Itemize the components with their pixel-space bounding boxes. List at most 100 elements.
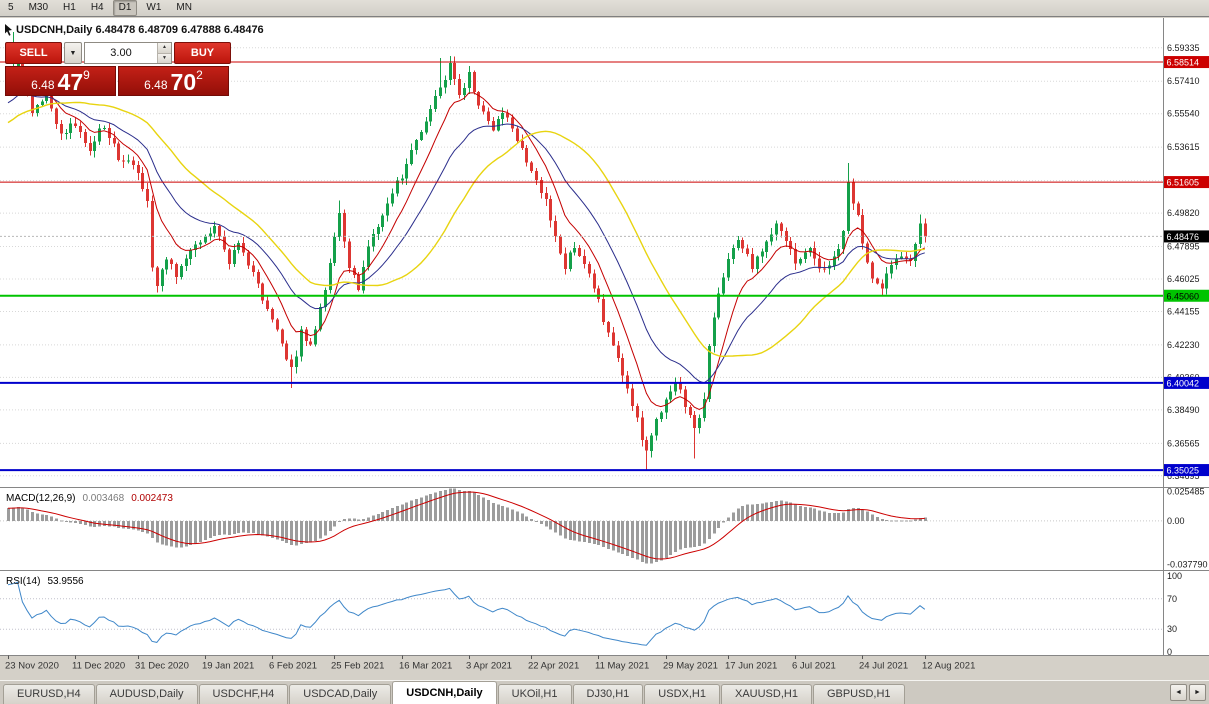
tab-dj30-h1[interactable]: DJ30,H1 xyxy=(572,684,644,704)
one-click-trading-panel: SELL ▼ 3.00 ▲ ▼ BUY 6.48 47 9 6.48 70 2 xyxy=(5,42,231,96)
svg-text:16 Mar 2021: 16 Mar 2021 xyxy=(399,661,452,672)
svg-text:6.51605: 6.51605 xyxy=(1167,178,1200,188)
price-chart-canvas[interactable]: 6.593356.574106.555406.536156.516906.498… xyxy=(0,18,1209,678)
sell-price-point: 9 xyxy=(83,68,90,82)
tab-gbpusd-h1[interactable]: GBPUSD,H1 xyxy=(812,684,905,704)
rsi-line xyxy=(7,581,926,646)
timeframe-button-h4[interactable]: H4 xyxy=(90,2,104,13)
macd-value-signal: 0.002473 xyxy=(131,493,173,504)
chart-tabs-bar: EURUSD,H4 AUDUSD,Daily USDCHF,H4 USDCAD,Dai… xyxy=(0,680,1209,704)
svg-text:24 Jul 2021: 24 Jul 2021 xyxy=(859,661,908,672)
svg-text:100: 100 xyxy=(1167,571,1182,581)
timeframe-button-h1[interactable]: H1 xyxy=(63,2,76,13)
moving-average-9 xyxy=(7,76,926,410)
svg-text:6.42230: 6.42230 xyxy=(1167,340,1200,350)
macd-value-main: 0.003468 xyxy=(82,493,124,504)
macd-signal-line xyxy=(7,491,925,560)
sell-price-display[interactable]: 6.48 47 9 xyxy=(5,66,116,96)
tabs-scroll-right-button[interactable]: ► xyxy=(1189,684,1206,701)
svg-text:29 May 2021: 29 May 2021 xyxy=(663,661,718,672)
tab-audusd-daily[interactable]: AUDUSD,Daily xyxy=(95,684,198,704)
svg-text:31 Dec 2020: 31 Dec 2020 xyxy=(135,661,189,672)
svg-text:22 Apr 2021: 22 Apr 2021 xyxy=(528,661,579,672)
svg-text:0.025485: 0.025485 xyxy=(1167,486,1205,496)
svg-text:12 Aug 2021: 12 Aug 2021 xyxy=(922,661,975,672)
moving-average-34 xyxy=(7,101,925,358)
buy-price-point: 2 xyxy=(196,68,203,82)
tab-eurusd-h4[interactable]: EURUSD,H4 xyxy=(3,684,95,704)
axis-layer: 6.593356.574106.555406.536156.516906.498… xyxy=(0,18,1209,672)
svg-text:6.58514: 6.58514 xyxy=(1167,58,1200,68)
sell-button[interactable]: SELL xyxy=(5,42,62,64)
rsi-label: RSI(14) 53.9556 xyxy=(6,576,84,587)
buy-price-pips: 70 xyxy=(170,69,197,95)
tabs-scroll-left-button[interactable]: ◄ xyxy=(1170,684,1187,701)
price-badge xyxy=(1164,56,1209,69)
tab-usdcnh-daily[interactable]: USDCNH,Daily xyxy=(392,681,497,704)
svg-text:6 Feb 2021: 6 Feb 2021 xyxy=(269,661,317,672)
svg-text:25 Feb 2021: 25 Feb 2021 xyxy=(331,661,384,672)
svg-text:3 Apr 2021: 3 Apr 2021 xyxy=(466,661,512,672)
volume-value: 3.00 xyxy=(110,47,132,59)
moving-average-21 xyxy=(7,93,925,384)
svg-text:19 Jan 2021: 19 Jan 2021 xyxy=(202,661,254,672)
buy-price-whole: 6.48 xyxy=(144,78,168,92)
tabs-navigation: ◄ ► xyxy=(1170,684,1206,701)
spin-down-icon[interactable]: ▼ xyxy=(158,52,171,63)
chart-title: USDCNH,Daily 6.48478 6.48709 6.47888 6.4… xyxy=(16,24,264,36)
cursor-icon xyxy=(5,24,12,36)
spin-up-icon[interactable]: ▲ xyxy=(158,43,171,53)
svg-text:30: 30 xyxy=(1167,624,1177,634)
timeframe-button-mn[interactable]: MN xyxy=(176,2,192,13)
price-badge xyxy=(1164,464,1209,477)
timeframe-button-m30[interactable]: M30 xyxy=(28,2,49,13)
svg-text:6.49820: 6.49820 xyxy=(1167,208,1200,218)
timeframe-toolbar: 5 M30 H1 H4 D1 W1 MN xyxy=(0,0,1209,17)
grid-layer xyxy=(0,47,1163,477)
svg-text:6.59335: 6.59335 xyxy=(1167,43,1200,53)
buy-button[interactable]: BUY xyxy=(174,42,231,64)
svg-text:6.40042: 6.40042 xyxy=(1167,378,1200,388)
svg-text:6.46025: 6.46025 xyxy=(1167,274,1200,284)
svg-text:-0.037790: -0.037790 xyxy=(1167,560,1208,570)
sell-price-whole: 6.48 xyxy=(31,78,55,92)
svg-text:6.55540: 6.55540 xyxy=(1167,109,1200,119)
timeframe-button-w1[interactable]: W1 xyxy=(146,2,162,13)
svg-text:6.48476: 6.48476 xyxy=(1167,232,1200,242)
tab-xauusd-h1[interactable]: XAUUSD,H1 xyxy=(720,684,812,704)
macd-label: MACD(12,26,9) 0.003468 0.002473 xyxy=(6,493,173,504)
buy-price-display[interactable]: 6.48 70 2 xyxy=(118,66,229,96)
svg-text:6 Jul 2021: 6 Jul 2021 xyxy=(792,661,836,672)
svg-text:6.57410: 6.57410 xyxy=(1167,76,1200,86)
svg-text:6.44155: 6.44155 xyxy=(1167,306,1200,316)
svg-text:6.45060: 6.45060 xyxy=(1167,291,1200,301)
svg-text:6.47895: 6.47895 xyxy=(1167,242,1200,252)
svg-text:0.00: 0.00 xyxy=(1167,516,1185,526)
svg-text:70: 70 xyxy=(1167,594,1177,604)
price-badge xyxy=(1164,230,1209,243)
svg-text:23 Nov 2020: 23 Nov 2020 xyxy=(5,661,59,672)
timeframe-button-5[interactable]: 5 xyxy=(8,2,14,13)
price-badge xyxy=(1164,289,1209,302)
svg-text:6.38490: 6.38490 xyxy=(1167,405,1200,415)
svg-text:6.35025: 6.35025 xyxy=(1167,466,1200,476)
chart-tabs: EURUSD,H4 AUDUSD,Daily USDCHF,H4 USDCAD,Dai… xyxy=(3,681,906,704)
plot-layer xyxy=(0,31,1163,646)
background-layer xyxy=(0,18,1209,656)
volume-field[interactable]: 3.00 ▲ ▼ xyxy=(84,42,172,64)
svg-text:0: 0 xyxy=(1167,647,1172,657)
trade-options-dropdown[interactable]: ▼ xyxy=(64,42,82,64)
chart-overlay: USDCNH,Daily 6.48478 6.48709 6.47888 6.4… xyxy=(5,24,264,587)
svg-text:17 Jun 2021: 17 Jun 2021 xyxy=(725,661,777,672)
tab-usdcad-daily[interactable]: USDCAD,Daily xyxy=(289,684,392,704)
sell-price-pips: 47 xyxy=(57,69,84,95)
tab-usdx-h1[interactable]: USDX,H1 xyxy=(644,684,720,704)
tab-usdchf-h4[interactable]: USDCHF,H4 xyxy=(198,684,289,704)
svg-text:6.53615: 6.53615 xyxy=(1167,142,1200,152)
rsi-title: RSI(14) xyxy=(6,576,40,587)
rsi-value: 53.9556 xyxy=(47,576,84,587)
tab-ukoil-h1[interactable]: UKOil,H1 xyxy=(497,684,572,704)
macd-title: MACD(12,26,9) xyxy=(6,493,75,504)
volume-spinner[interactable]: ▲ ▼ xyxy=(157,43,171,63)
timeframe-button-d1[interactable]: D1 xyxy=(112,0,138,16)
